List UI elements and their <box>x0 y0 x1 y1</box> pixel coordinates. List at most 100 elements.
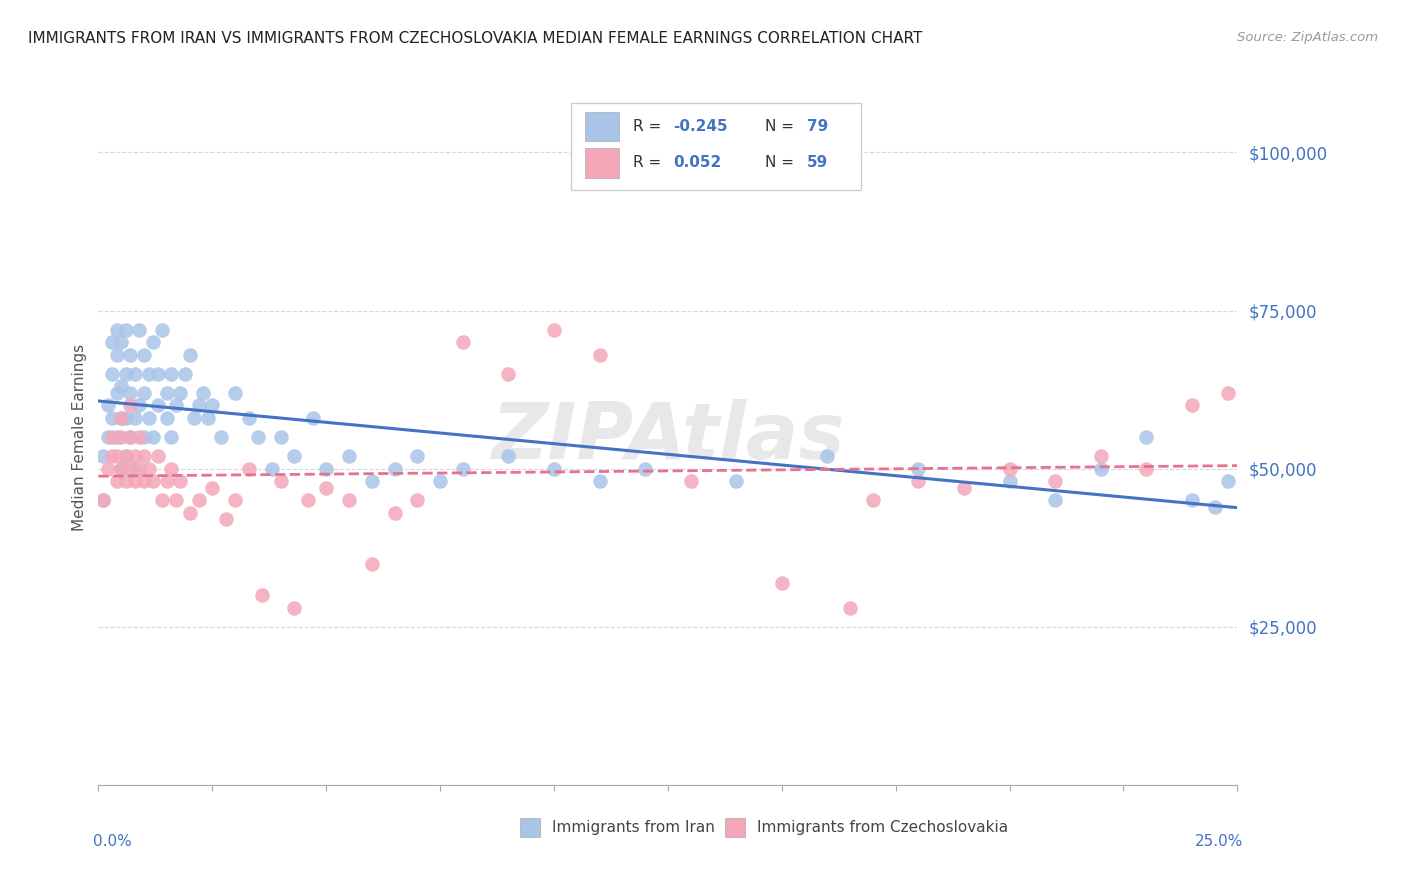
Point <box>862 493 884 508</box>
Point <box>91 449 114 463</box>
Point <box>146 399 169 413</box>
Point <box>246 430 269 444</box>
Text: -0.245: -0.245 <box>673 120 728 135</box>
Point <box>101 449 124 463</box>
Point <box>725 475 748 489</box>
Point <box>337 449 360 463</box>
Point <box>105 449 128 463</box>
Point <box>146 367 169 381</box>
Point <box>96 399 118 413</box>
Point <box>160 367 183 381</box>
Point <box>839 600 862 615</box>
Point <box>1090 461 1112 475</box>
Point <box>105 385 128 400</box>
Point <box>165 493 187 508</box>
Point <box>1090 449 1112 463</box>
FancyBboxPatch shape <box>571 103 862 190</box>
Point <box>197 411 219 425</box>
Point <box>101 430 124 444</box>
Point <box>815 449 838 463</box>
Point <box>120 430 142 444</box>
Point <box>179 506 201 520</box>
Point <box>128 461 150 475</box>
Point <box>105 348 128 362</box>
Point <box>124 367 146 381</box>
Point <box>543 322 565 336</box>
Point <box>114 475 136 489</box>
Point <box>1218 475 1240 489</box>
Point <box>138 411 160 425</box>
Point <box>201 481 224 495</box>
Point <box>315 481 337 495</box>
Point <box>451 335 474 350</box>
Point <box>101 367 124 381</box>
Point <box>543 461 565 475</box>
Point <box>96 430 118 444</box>
Point <box>128 430 150 444</box>
Point <box>160 461 183 475</box>
Point <box>156 411 179 425</box>
Point <box>179 348 201 362</box>
Point <box>315 461 337 475</box>
Point <box>120 430 142 444</box>
Point <box>283 449 305 463</box>
Text: 25.0%: 25.0% <box>1195 834 1243 848</box>
Text: R =: R = <box>633 120 665 135</box>
Point <box>406 449 429 463</box>
Text: Immigrants from Iran: Immigrants from Iran <box>551 820 714 835</box>
Text: Source: ZipAtlas.com: Source: ZipAtlas.com <box>1237 31 1378 45</box>
Point <box>114 449 136 463</box>
Point <box>1043 475 1066 489</box>
Point <box>169 385 191 400</box>
Point <box>679 475 702 489</box>
Point <box>120 348 142 362</box>
Y-axis label: Median Female Earnings: Median Female Earnings <box>72 343 87 531</box>
Point <box>270 475 292 489</box>
Point <box>138 461 160 475</box>
Point <box>998 475 1021 489</box>
FancyBboxPatch shape <box>585 112 619 141</box>
Point <box>91 493 114 508</box>
Text: R =: R = <box>633 155 665 170</box>
Point <box>1181 493 1204 508</box>
Point <box>297 493 319 508</box>
Point <box>588 475 610 489</box>
Point <box>142 475 165 489</box>
Text: N =: N = <box>765 120 799 135</box>
Point <box>160 430 183 444</box>
Text: IMMIGRANTS FROM IRAN VS IMMIGRANTS FROM CZECHOSLOVAKIA MEDIAN FEMALE EARNINGS CO: IMMIGRANTS FROM IRAN VS IMMIGRANTS FROM … <box>28 31 922 46</box>
Point <box>498 449 520 463</box>
Point <box>270 430 292 444</box>
Point <box>114 411 136 425</box>
Point <box>451 461 474 475</box>
Point <box>1135 461 1157 475</box>
Point <box>114 367 136 381</box>
Point <box>156 385 179 400</box>
Point <box>1043 493 1066 508</box>
Point <box>132 449 155 463</box>
Point <box>301 411 323 425</box>
Text: 0.052: 0.052 <box>673 155 721 170</box>
Point <box>224 493 246 508</box>
Point <box>128 399 150 413</box>
Point <box>110 335 132 350</box>
Point <box>110 411 132 425</box>
Point <box>101 411 124 425</box>
Point <box>132 430 155 444</box>
Point <box>283 600 305 615</box>
Point <box>1204 500 1226 514</box>
Text: 0.0%: 0.0% <box>93 834 132 848</box>
Text: ZIPAtlas: ZIPAtlas <box>491 399 845 475</box>
Point <box>101 335 124 350</box>
Point <box>132 475 155 489</box>
Point <box>1218 385 1240 400</box>
Text: 79: 79 <box>807 120 828 135</box>
FancyBboxPatch shape <box>725 818 745 837</box>
Point <box>128 322 150 336</box>
Point <box>907 475 929 489</box>
Point <box>169 475 191 489</box>
Point <box>105 475 128 489</box>
Point <box>215 512 238 526</box>
Point <box>770 575 793 590</box>
Point <box>238 411 260 425</box>
